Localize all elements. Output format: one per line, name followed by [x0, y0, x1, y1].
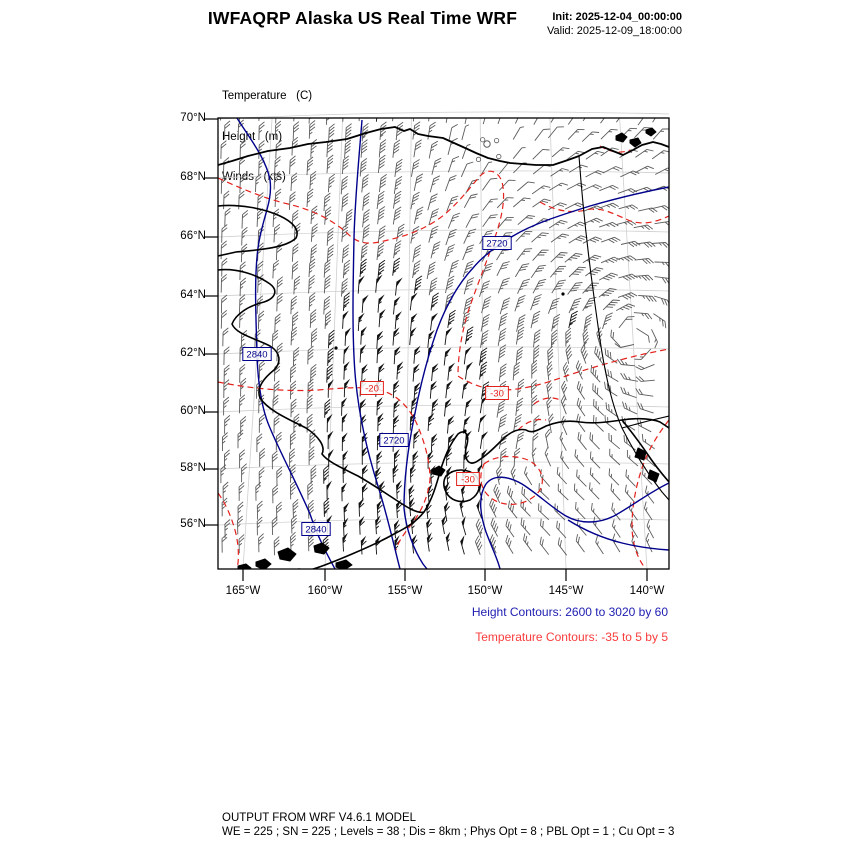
lon-tick-label: 150°W: [467, 585, 503, 597]
valid-timestamp: Valid: 2025-12-09_18:00:00: [547, 24, 682, 38]
alaska-wrf-map: 2720 2840 2720 2840 -20 -30 -30: [204, 111, 670, 581]
contour-label: 2720: [383, 436, 404, 447]
init-timestamp: Init: 2025-12-04_00:00:00: [547, 10, 682, 24]
init-value: 2025-12-04_00:00:00: [575, 11, 682, 23]
graticule-layer: [217, 111, 670, 570]
height-contours-note: Height Contours: 2600 to 3020 by 60: [471, 605, 668, 619]
lat-tick-label: 64°N: [180, 289, 206, 301]
run-times: Init: 2025-12-04_00:00:00 Valid: 2025-12…: [547, 10, 682, 38]
lon-tick-label: 165°W: [225, 585, 261, 597]
map-frame: [204, 117, 670, 581]
lat-tick-label: 60°N: [180, 405, 206, 417]
valid-value: 2025-12-09_18:00:00: [576, 25, 682, 37]
contour-label: -20: [365, 384, 379, 395]
lon-tick-label: 140°W: [629, 585, 665, 597]
temperature-contours-note: Temperature Contours: -35 to 5 by 5: [475, 630, 668, 644]
contour-label: 2840: [305, 525, 326, 536]
contour-label: 2840: [246, 350, 267, 361]
lat-tick-label: 66°N: [180, 230, 206, 242]
contour-label: -30: [490, 389, 504, 400]
lon-tick-label: 145°W: [548, 585, 584, 597]
height-contours-layer: [236, 118, 669, 569]
legend-temperature: Temperature (C): [222, 90, 313, 102]
lon-tick-label: 155°W: [387, 585, 423, 597]
lat-tick-label: 70°N: [180, 112, 206, 124]
lat-tick-label: 68°N: [180, 171, 206, 183]
lat-tick-label: 56°N: [180, 518, 206, 530]
lon-tick-label: 160°W: [307, 585, 343, 597]
contour-labels-layer: 2720 2840 2720 2840 -20 -30 -30: [242, 236, 512, 536]
wind-barbs-layer: [220, 118, 669, 556]
coastline-layer: [218, 126, 669, 569]
model-footer: OUTPUT FROM WRF V4.6.1 MODEL WE = 225 ; …: [222, 811, 674, 839]
footer-model-line: OUTPUT FROM WRF V4.6.1 MODEL: [222, 812, 417, 824]
footer-config-line: WE = 225 ; SN = 225 ; Levels = 38 ; Dis …: [222, 826, 675, 838]
lat-tick-label: 62°N: [180, 347, 206, 359]
contour-label: -30: [461, 475, 475, 486]
valid-label: Valid:: [547, 25, 574, 37]
lat-tick-label: 58°N: [180, 462, 206, 474]
page-title: IWFAQRP Alaska US Real Time WRF: [207, 8, 518, 28]
contour-label: 2720: [486, 239, 507, 250]
init-label: Init:: [552, 11, 573, 23]
